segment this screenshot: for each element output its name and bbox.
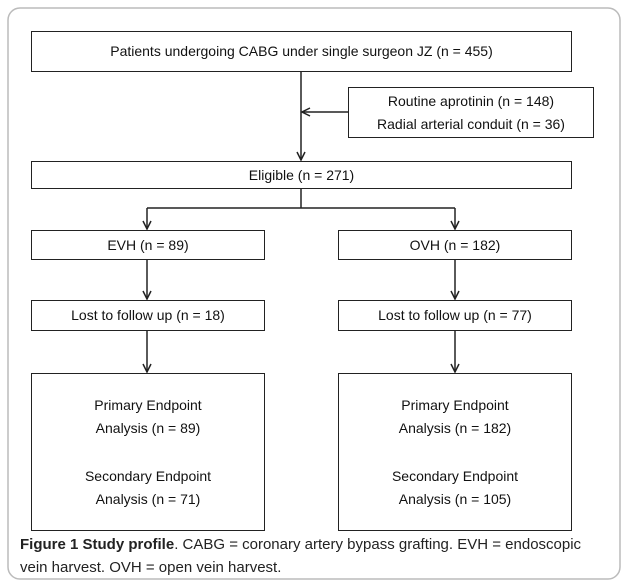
node-text: Lost to follow up (n = 18) [71, 307, 225, 323]
node-text: EVH (n = 89) [107, 236, 189, 253]
box: Lost to follow up (n = 77) [338, 300, 572, 331]
box: Primary Endpoint Analysis (n = 182) Second… [338, 373, 572, 531]
node-text: Secondary Endpoint [391, 467, 519, 484]
box: Eligible (n = 271) [31, 161, 572, 189]
frame [7, 7, 621, 580]
box: Lost to follow up (n = 18) [31, 300, 265, 331]
node-text: Primary Endpoint [401, 396, 509, 413]
caption: Figure 1 Study profile. CABG = coronary … [20, 533, 608, 579]
node-text: OVH (n = 182) [409, 236, 501, 253]
node-text: Analysis (n = 89) [95, 419, 201, 436]
node-text: Analysis (n = 71) [95, 490, 201, 507]
caption-label: Figure 1 Study profile [20, 536, 175, 553]
node-text: Secondary Endpoint [84, 467, 212, 484]
node-text: Analysis (n = 105) [398, 490, 512, 507]
box: EVH (n = 89) [31, 230, 265, 260]
node-text: Primary Endpoint [94, 396, 202, 413]
node-text: Patients undergoing CABG under single su… [110, 43, 493, 59]
box: Primary Endpoint Analysis (n = 89) Seconda… [31, 373, 265, 531]
caption-text: . CABG = coronary artery bypass grafting… [20, 536, 582, 576]
node-text: Analysis (n = 182) [398, 419, 512, 436]
node-text: Radial arterial conduit (n = 36) [377, 115, 565, 132]
node-text: Eligible (n = 271) [248, 166, 355, 183]
node-text: Lost to follow up (n = 77) [378, 307, 532, 323]
node-text: Routine aprotinin (n = 148) [387, 92, 555, 109]
box: OVH (n = 182) [338, 230, 572, 260]
box: Routine aprotinin (n = 148) Radial arteri… [348, 87, 594, 138]
box: Patients undergoing CABG under single su… [31, 31, 572, 72]
